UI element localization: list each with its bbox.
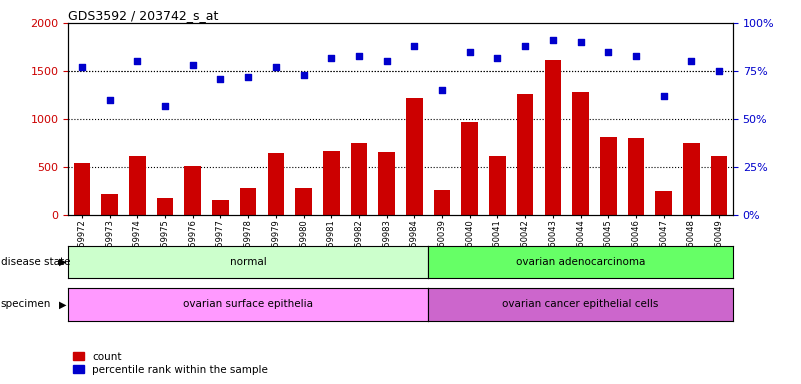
Text: ▶: ▶ xyxy=(58,299,66,310)
Point xyxy=(242,74,255,80)
Point xyxy=(436,87,449,93)
Bar xyxy=(655,190,672,215)
Text: normal: normal xyxy=(230,257,267,267)
Point xyxy=(75,64,88,70)
Bar xyxy=(683,143,700,215)
Point xyxy=(519,43,532,49)
Point xyxy=(187,62,199,68)
Text: disease state: disease state xyxy=(1,257,70,267)
Point xyxy=(159,103,171,109)
Bar xyxy=(406,98,423,215)
Point xyxy=(602,49,614,55)
Bar xyxy=(184,166,201,215)
Bar xyxy=(628,138,644,215)
Point xyxy=(491,55,504,61)
Point xyxy=(214,76,227,82)
Bar xyxy=(323,151,340,215)
Point xyxy=(685,58,698,65)
Bar xyxy=(517,94,533,215)
Bar xyxy=(239,188,256,215)
Point xyxy=(131,58,143,65)
Text: specimen: specimen xyxy=(1,299,51,310)
Bar xyxy=(461,122,478,215)
Point xyxy=(463,49,476,55)
Legend: count, percentile rank within the sample: count, percentile rank within the sample xyxy=(74,352,268,375)
Text: ▶: ▶ xyxy=(58,257,66,267)
Point xyxy=(352,53,365,59)
Point xyxy=(713,68,726,74)
Bar xyxy=(710,157,727,215)
Text: GDS3592 / 203742_s_at: GDS3592 / 203742_s_at xyxy=(68,9,219,22)
Point xyxy=(546,37,559,43)
Bar xyxy=(434,190,450,215)
Text: ovarian cancer epithelial cells: ovarian cancer epithelial cells xyxy=(502,299,658,310)
Bar xyxy=(157,198,173,215)
Bar xyxy=(129,156,146,215)
Point xyxy=(325,55,338,61)
Bar xyxy=(268,152,284,215)
Bar xyxy=(572,92,589,215)
Bar xyxy=(600,137,617,215)
Bar xyxy=(378,152,395,215)
Bar xyxy=(351,143,367,215)
Bar xyxy=(296,188,312,215)
Bar xyxy=(489,156,505,215)
Bar xyxy=(212,200,229,215)
Point xyxy=(103,97,116,103)
Bar xyxy=(545,60,562,215)
Text: ovarian surface epithelia: ovarian surface epithelia xyxy=(183,299,313,310)
Point xyxy=(658,93,670,99)
Bar xyxy=(101,194,118,215)
Text: ovarian adenocarcinoma: ovarian adenocarcinoma xyxy=(516,257,646,267)
Point xyxy=(574,39,587,45)
Point xyxy=(380,58,393,65)
Point xyxy=(408,43,421,49)
Point xyxy=(630,53,642,59)
Bar xyxy=(74,163,91,215)
Point xyxy=(297,72,310,78)
Point xyxy=(269,64,282,70)
